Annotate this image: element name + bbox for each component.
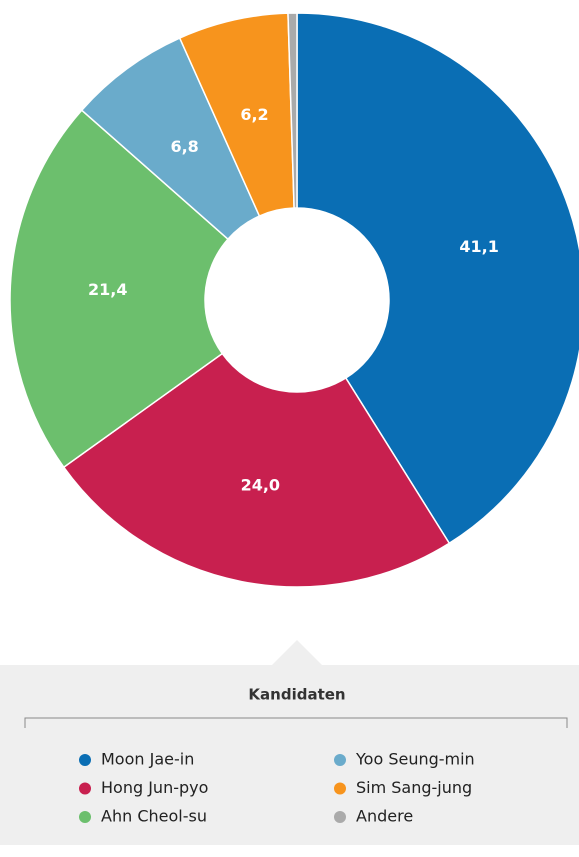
legend-label: Sim Sang-jung [356,778,472,797]
legend-label: Moon Jae-in [101,750,194,769]
legend-swatch [79,782,91,795]
data-label: 41,1 [459,237,498,256]
legend-title: Kandidaten [248,686,345,704]
donut-slice [62,352,451,588]
donut-slice [9,109,230,469]
legend-swatch [334,754,346,766]
legend-label: Andere [356,807,413,826]
legend-bracket [24,717,568,728]
legend-box [0,640,579,845]
data-label: 6,2 [240,105,268,124]
legend-swatch [79,811,91,823]
data-label: 24,0 [241,475,280,494]
data-label: 6,8 [170,137,198,156]
legend-label: Ahn Cheol-su [101,807,207,826]
donut-slice [296,12,579,545]
legend-swatch [334,782,346,795]
legend-label: Hong Jun-pyo [101,778,208,797]
legend-label: Yoo Seung-min [355,750,475,769]
data-label: 21,4 [88,280,127,299]
legend-swatch [79,754,91,766]
legend-swatch [334,811,346,823]
donut-slice [287,12,298,209]
